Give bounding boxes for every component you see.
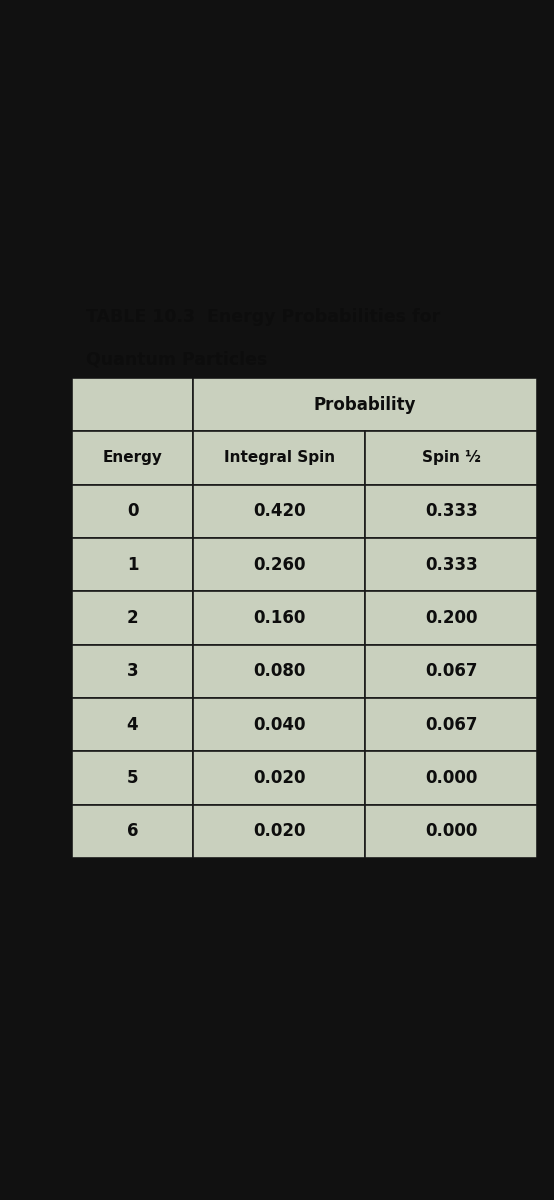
Text: 0: 0: [127, 503, 138, 521]
Text: Probability: Probability: [314, 396, 417, 414]
Bar: [72, 751, 193, 805]
Text: 0.260: 0.260: [253, 556, 305, 574]
Text: 0.067: 0.067: [425, 715, 478, 733]
Text: 6: 6: [127, 822, 138, 840]
Text: 5: 5: [127, 769, 138, 787]
Text: 0.067: 0.067: [425, 662, 478, 680]
Bar: [365, 485, 537, 538]
Bar: [193, 644, 365, 698]
Bar: [365, 538, 537, 592]
Bar: [365, 592, 537, 644]
Text: TABLE 10.3  Energy Probabilities for: TABLE 10.3 Energy Probabilities for: [86, 307, 440, 325]
Bar: [193, 431, 365, 485]
Bar: [72, 805, 193, 858]
Text: Energy: Energy: [102, 450, 162, 466]
Text: Integral Spin: Integral Spin: [224, 450, 335, 466]
Text: 0.040: 0.040: [253, 715, 305, 733]
Bar: [365, 698, 537, 751]
Bar: [193, 698, 365, 751]
Bar: [193, 485, 365, 538]
Text: Spin ½: Spin ½: [422, 450, 481, 466]
Bar: [365, 805, 537, 858]
Bar: [72, 698, 193, 751]
Text: 0.000: 0.000: [425, 822, 478, 840]
Text: 1: 1: [127, 556, 138, 574]
Text: 0.020: 0.020: [253, 822, 305, 840]
Text: 2: 2: [127, 608, 138, 626]
Bar: [365, 644, 537, 698]
Bar: [72, 538, 193, 592]
Bar: [193, 751, 365, 805]
Bar: [193, 538, 365, 592]
Bar: [72, 592, 193, 644]
Text: 0.333: 0.333: [425, 503, 478, 521]
Bar: [193, 592, 365, 644]
Bar: [193, 805, 365, 858]
Bar: [365, 431, 537, 485]
Bar: [365, 751, 537, 805]
Text: Quantum Particles: Quantum Particles: [86, 350, 268, 368]
Bar: [193, 378, 537, 431]
Text: 0.020: 0.020: [253, 769, 305, 787]
Text: 0.160: 0.160: [253, 608, 305, 626]
Text: 3: 3: [127, 662, 138, 680]
Text: 0.080: 0.080: [253, 662, 305, 680]
Bar: [72, 485, 193, 538]
Text: 0.420: 0.420: [253, 503, 305, 521]
Bar: [72, 644, 193, 698]
Bar: [72, 431, 193, 485]
Text: 4: 4: [127, 715, 138, 733]
Bar: [72, 378, 193, 431]
Text: 0.200: 0.200: [425, 608, 478, 626]
Text: 0.000: 0.000: [425, 769, 478, 787]
Text: 0.333: 0.333: [425, 556, 478, 574]
